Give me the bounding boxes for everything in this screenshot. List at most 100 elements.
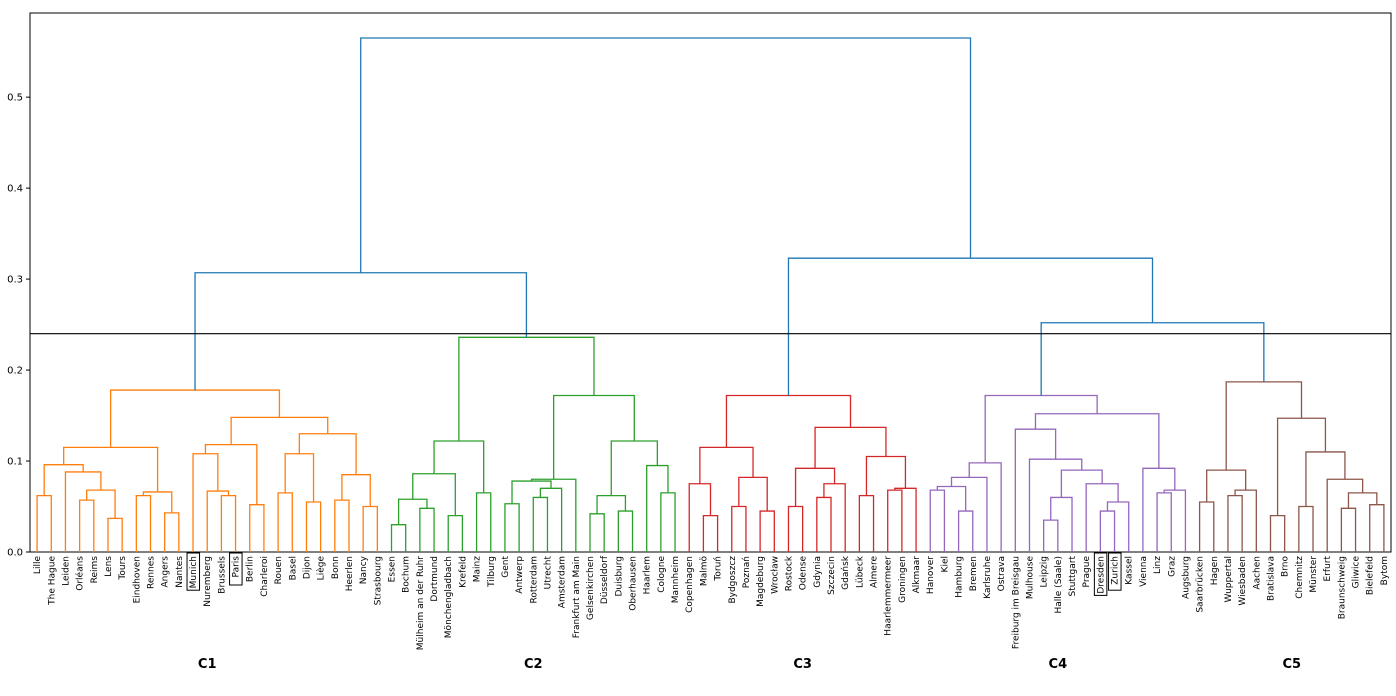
leaf-label: Alkmaar	[912, 556, 922, 594]
leaf-label: Ostrava	[997, 556, 1007, 591]
leaf-label: Wuppertal	[1224, 556, 1234, 603]
leaf-label: Reims	[90, 556, 100, 584]
dendrogram-link	[887, 489, 903, 552]
leaf-label: Gelsenkirchen	[586, 556, 596, 620]
leaf-label: The Hague	[47, 556, 57, 606]
dendrogram-link	[419, 507, 435, 552]
dendrogram-link	[617, 510, 634, 552]
y-tick-label: 0.5	[7, 93, 23, 104]
leaf-label: Graz	[1167, 556, 1177, 577]
leaf-label: Freiburg im Breisgau	[1011, 556, 1021, 649]
dendrogram-link	[1163, 489, 1187, 552]
cluster-label: C4	[1049, 657, 1068, 672]
leaf-label-box	[229, 552, 243, 586]
dendrogram-link	[660, 492, 676, 552]
leaf-label: Tours	[118, 556, 128, 581]
dendrogram-link	[1043, 519, 1059, 552]
leaf-label: Bratislava	[1266, 556, 1276, 601]
dendrogram-link	[142, 491, 173, 513]
cluster-label: C1	[198, 657, 217, 672]
leaf-label: Essen	[388, 556, 398, 582]
dendrogram-link	[823, 483, 846, 552]
leaf-label: Aachen	[1252, 556, 1262, 590]
top-merge-link	[194, 272, 528, 391]
dendrogram-link	[1156, 492, 1172, 552]
dendrogram-link	[64, 471, 102, 552]
leaf-label: Duisburg	[614, 556, 624, 597]
dendrogram-link	[433, 440, 485, 493]
leaf-label: Haarlem	[643, 556, 653, 594]
dendrogram-link	[957, 510, 974, 552]
leaf-label: Haarlemmermeer	[884, 556, 894, 636]
dendrogram-link	[86, 489, 116, 519]
dendrogram-link	[532, 496, 549, 552]
leaf-label: Karlsruhe	[983, 556, 993, 599]
leaf-label: Poznań	[742, 556, 752, 588]
leaf-label: Eindhoven	[132, 556, 142, 603]
dendrogram-link	[1340, 507, 1357, 552]
leaf-label: Dresden	[1096, 556, 1106, 594]
dendrogram-link	[284, 453, 315, 502]
cluster-label: C3	[793, 657, 812, 672]
leaf-label: Szczecin	[827, 556, 837, 595]
leaf-label: Heerlen	[345, 556, 355, 591]
leaf-label: Prague	[1082, 556, 1092, 588]
leaf-label: Wrocław	[770, 556, 780, 594]
leaf-label: Mulhouse	[1025, 556, 1035, 600]
y-tick-label: 0.2	[7, 366, 23, 377]
leaf-label: Krefeld	[458, 556, 468, 588]
leaf-label: Nantes	[175, 556, 185, 588]
leaf-label: Erfurt	[1323, 556, 1333, 582]
leaf-label: Dortmund	[430, 556, 440, 602]
dendrogram-link	[206, 490, 230, 552]
dendrogram-link	[390, 524, 407, 552]
dendrogram-link	[43, 464, 84, 496]
leaf-label: Angers	[161, 556, 171, 588]
dendrogram-link	[1225, 381, 1303, 471]
dendrogram-link	[1347, 492, 1378, 509]
dendrogram-link	[107, 517, 123, 552]
leaf-label: Bremen	[969, 556, 979, 591]
dendrogram-link	[589, 513, 605, 552]
leaf-label: Bielefeld	[1366, 556, 1376, 595]
dendrogram-link	[164, 512, 180, 552]
leaf-label: Mülheim an der Ruhr	[416, 556, 426, 650]
dendrogram-link	[1326, 478, 1364, 552]
dendrogram-link	[341, 474, 371, 507]
leaf-label: Halle (Saale)	[1054, 556, 1064, 614]
dendrogram-link	[192, 453, 219, 552]
top-merge-link	[787, 257, 1154, 396]
dendrogram-link	[1227, 494, 1243, 552]
leaf-label: Kassel	[1125, 556, 1135, 585]
dendrogram-link	[539, 487, 563, 552]
dendrogram-link	[1369, 504, 1385, 552]
y-tick-label: 0.3	[7, 275, 23, 286]
dendrogram-link	[1234, 489, 1257, 552]
dendrogram-link	[1276, 417, 1327, 516]
leaf-label-box	[1093, 552, 1108, 596]
dendrogram-link	[334, 499, 350, 552]
leaf-label: Basel	[288, 556, 298, 580]
dendrogram-link	[530, 478, 577, 552]
dendrogram-link	[249, 504, 265, 552]
leaf-label: Malmö	[699, 556, 709, 587]
leaf-label: Antwerp	[515, 556, 525, 594]
leaf-label: Orléans	[75, 556, 86, 591]
cluster-label: C5	[1282, 657, 1301, 672]
dendrogram-link	[1034, 413, 1160, 469]
leaf-label: Bytom	[1380, 556, 1390, 585]
leaf-label: Amsterdam	[558, 556, 568, 608]
leaf-label: Mönchengladbach	[444, 556, 454, 638]
dendrogram-link	[504, 503, 520, 552]
dendrogram-link	[1099, 510, 1116, 552]
leaf-label: Brussels	[217, 556, 227, 594]
dendrogram-link	[1298, 505, 1314, 552]
leaf-label: Zurich	[1111, 556, 1121, 585]
leaf-label: Hamburg	[955, 556, 965, 598]
dendrogram-link	[646, 464, 669, 552]
leaf-label: Paris	[232, 556, 242, 578]
dendrogram-link	[1050, 496, 1073, 552]
dendrogram-link	[814, 426, 887, 469]
